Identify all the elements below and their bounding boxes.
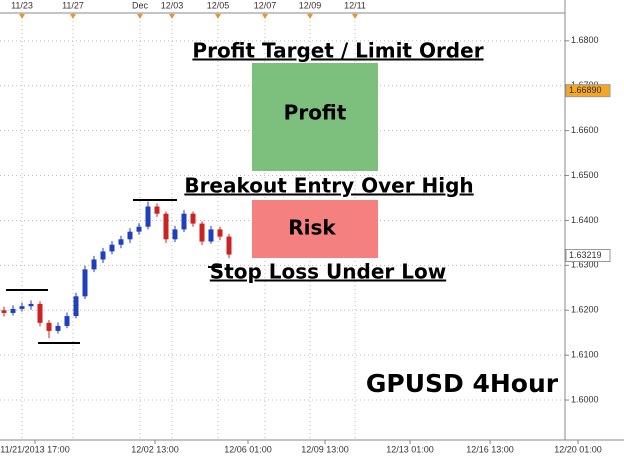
price-marker: [565, 84, 611, 98]
top-x-label: 12/09: [299, 0, 322, 10]
candle-body: [154, 206, 160, 214]
annotation: Breakout Entry Over High: [184, 174, 473, 198]
x-tick-marker: [262, 14, 268, 19]
x-tick-marker: [215, 14, 221, 19]
candle-body: [46, 322, 52, 331]
price-marker-label: 1.66890: [569, 85, 602, 95]
bottom-x-label: 12/06 01:00: [224, 444, 272, 454]
candle-body: [1, 310, 7, 313]
candle-body: [109, 244, 115, 252]
candle-body: [163, 213, 169, 240]
y-tick-label: 1.6100: [571, 350, 599, 360]
y-tick-label: 1.6800: [571, 35, 599, 45]
candle-body: [55, 325, 61, 331]
x-tick-marker: [307, 14, 313, 19]
top-x-label: 11/23: [11, 0, 33, 10]
top-x-label: 12/07: [254, 0, 277, 10]
x-tick-marker: [19, 14, 25, 19]
y-tick-label: 1.6200: [571, 305, 599, 315]
x-tick-marker: [70, 14, 76, 19]
bottom-x-label: 12/20 01:00: [554, 444, 602, 454]
chart-title: GPUSD 4Hour: [366, 369, 559, 398]
candle-body: [19, 306, 25, 309]
y-tick-label: 1.6500: [571, 170, 599, 180]
candle-body: [208, 229, 214, 242]
risk-zone: [252, 200, 378, 258]
candle-body: [226, 236, 232, 255]
top-x-label: 12/03: [161, 0, 184, 10]
y-tick-label: 1.6300: [571, 260, 599, 270]
x-tick-marker: [352, 14, 358, 19]
annotation: Profit: [284, 101, 347, 125]
price-marker-label: 1.63219: [569, 250, 602, 260]
x-tick-marker: [137, 14, 143, 19]
candle-body: [190, 213, 196, 224]
candle-body: [10, 308, 16, 313]
x-tick-marker: [169, 14, 175, 19]
bottom-x-label: 11/21/2013 17:00: [0, 444, 69, 454]
annotation: Stop Loss Under Low: [210, 260, 446, 284]
candle-body: [217, 229, 223, 237]
bottom-x-label: 12/02 13:00: [131, 444, 179, 454]
annotation: Profit Target / Limit Order: [192, 39, 483, 63]
bottom-x-label: 12/09 13:00: [301, 444, 349, 454]
top-x-label: 11/27: [62, 0, 84, 10]
y-tick-label: 1.6600: [571, 125, 599, 135]
candle-body: [82, 269, 88, 297]
candle-body: [118, 239, 124, 245]
top-x-label: Dec: [132, 0, 149, 10]
price-marker: [565, 249, 611, 263]
annotation: Risk: [288, 216, 336, 240]
candle-body: [145, 206, 151, 227]
candle-body: [181, 213, 187, 230]
top-x-label: 12/05: [207, 0, 230, 10]
top-x-label: 12/11: [344, 0, 366, 10]
candle-body: [64, 316, 70, 326]
candle-body: [136, 226, 142, 232]
bottom-x-label: 12/13 01:00: [386, 444, 434, 454]
candle-body: [37, 303, 43, 323]
profit-zone: [252, 63, 378, 171]
y-tick-label: 1.6000: [571, 394, 599, 404]
candle-body: [28, 303, 34, 307]
candle-body: [73, 296, 79, 317]
candle-body: [91, 259, 97, 270]
bottom-x-label: 12/16 13:00: [466, 444, 514, 454]
candle-body: [100, 251, 106, 260]
candle-body: [199, 223, 205, 242]
candle-body: [172, 229, 178, 240]
candle-body: [127, 231, 133, 240]
y-tick-label: 1.6400: [571, 215, 599, 225]
